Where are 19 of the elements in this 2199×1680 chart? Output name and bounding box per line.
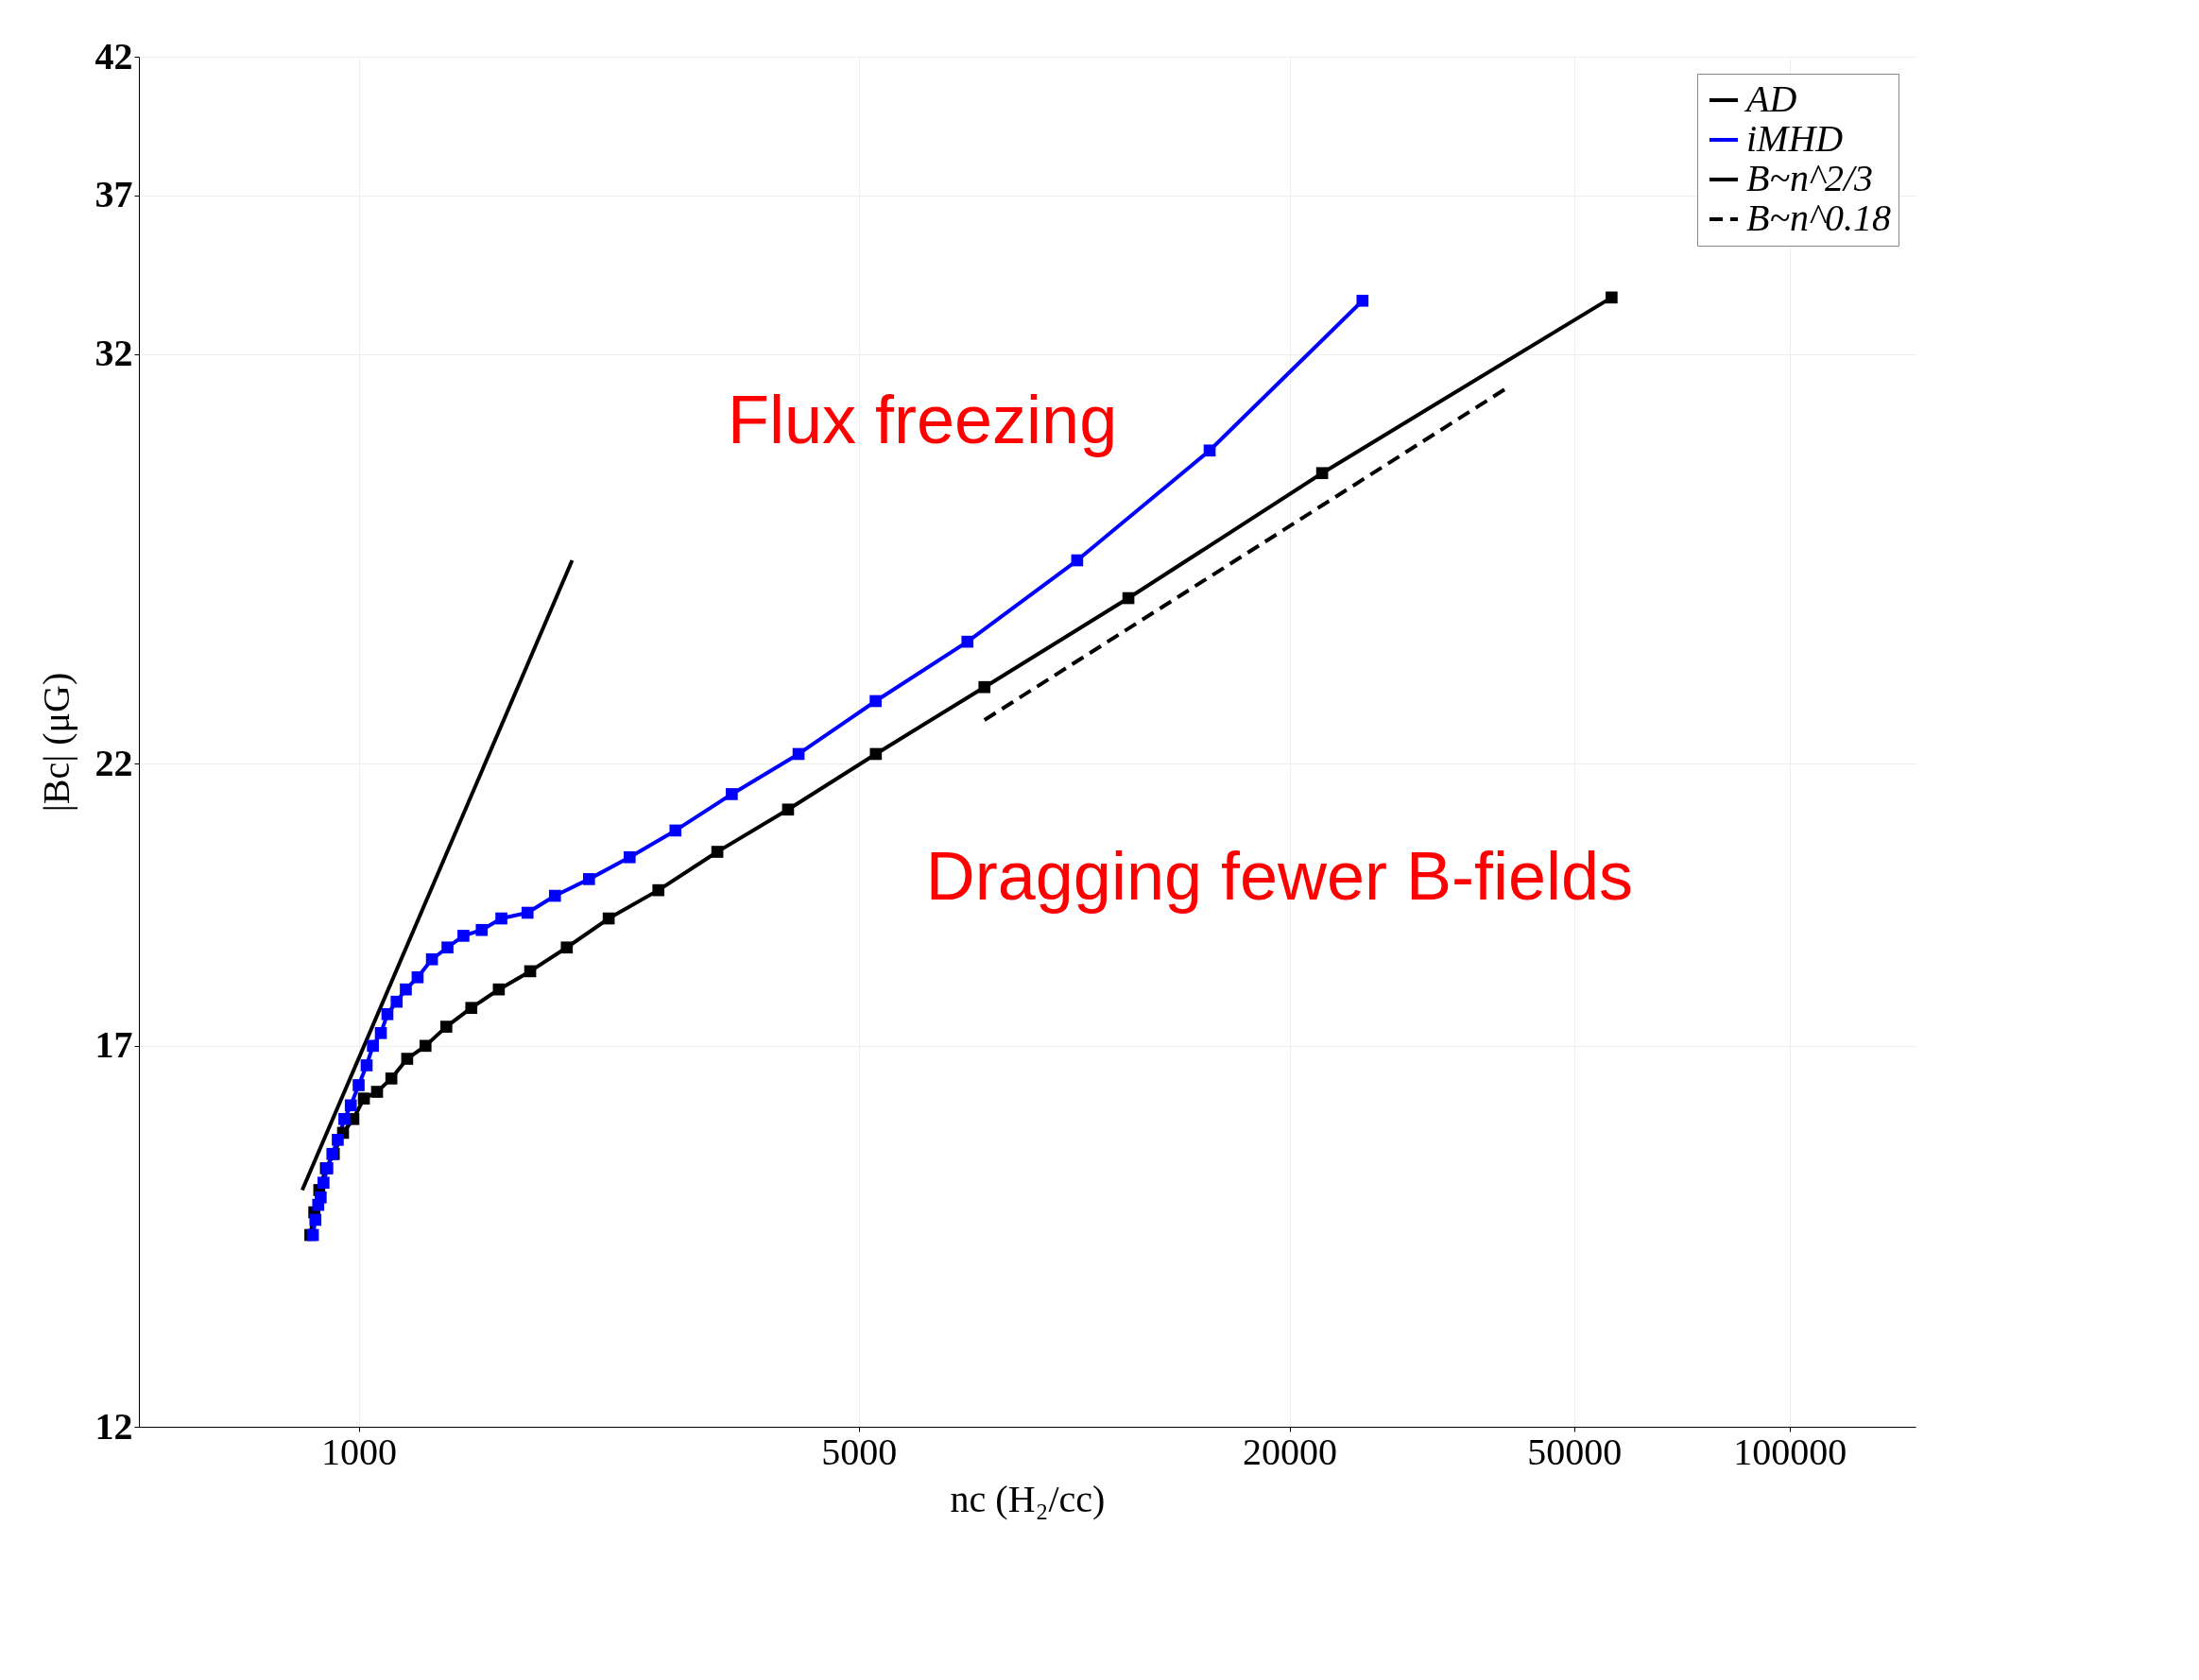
x-tick-label: 5000 bbox=[821, 1430, 898, 1473]
x-tick-label: 50000 bbox=[1527, 1430, 1623, 1473]
legend-label: AD bbox=[1744, 77, 1797, 120]
legend-label: iMHD bbox=[1746, 117, 1844, 160]
annotation: Flux freezing bbox=[727, 382, 1118, 458]
x-tick-label: 1000 bbox=[321, 1430, 398, 1473]
legend-label: B~n^2/3 bbox=[1746, 157, 1874, 199]
y-tick-label: 32 bbox=[94, 332, 133, 375]
y-axis-title: |Bc| (μG) bbox=[34, 672, 77, 813]
y-tick-label: 22 bbox=[94, 741, 133, 784]
y-tick-label: 12 bbox=[94, 1404, 133, 1448]
y-tick-label: 17 bbox=[94, 1023, 133, 1067]
y-tick-label: 37 bbox=[94, 173, 133, 216]
x-tick-label: 20000 bbox=[1243, 1430, 1338, 1473]
y-tick-label: 42 bbox=[94, 34, 133, 77]
x-axis-title: nc (H₂/cc) bbox=[950, 1477, 1106, 1520]
legend-label: B~n^0.18 bbox=[1746, 197, 1891, 239]
x-tick-label: 100000 bbox=[1733, 1430, 1847, 1473]
annotation: Dragging fewer B-fields bbox=[925, 838, 1634, 914]
